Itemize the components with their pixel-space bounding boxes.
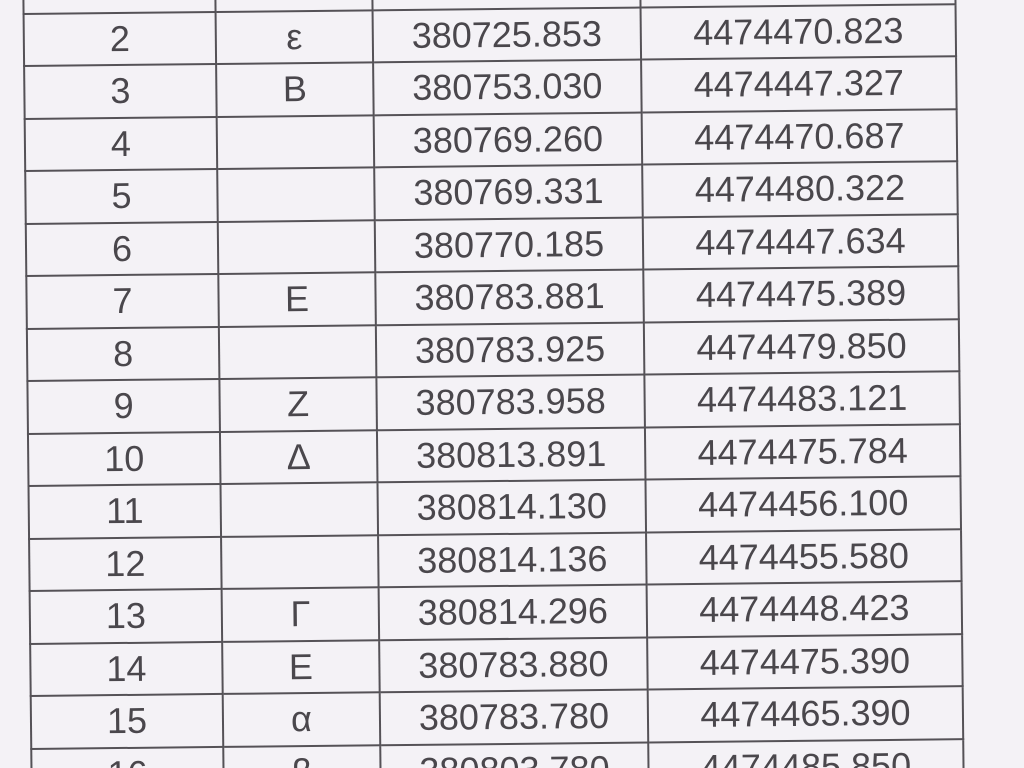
x-coordinate-cell: 380814.296 [378, 584, 648, 640]
point-number-cell: 3 [24, 63, 217, 119]
table-row: 13 Γ 380814.296 4474448.423 [29, 581, 963, 644]
y-coordinate-cell: 4474475.389 [643, 266, 959, 323]
y-coordinate-cell: 4474475.784 [644, 423, 961, 480]
x-coordinate-cell: 380769.331 [374, 164, 643, 220]
table-row: 15 α 380783.780 4474465.390 [30, 686, 964, 749]
point-label-cell [216, 114, 375, 169]
x-coordinate-cell: 380783.925 [375, 322, 645, 378]
point-label-cell: Z [219, 377, 377, 432]
point-label-cell: α [222, 692, 381, 747]
y-coordinate-cell: 4474447.327 [641, 56, 957, 113]
y-coordinate-cell: 4474485.850 [648, 738, 964, 768]
point-number-cell: 8 [26, 326, 220, 381]
y-coordinate-cell: 4474465.390 [647, 686, 964, 742]
point-label-cell [217, 167, 375, 222]
point-number-cell: 15 [30, 693, 224, 749]
point-number-cell: 12 [29, 536, 222, 591]
y-coordinate-cell: 4474455.580 [646, 528, 962, 585]
y-coordinate-cell: 4474456.100 [645, 476, 962, 532]
x-coordinate-cell: 380814.130 [377, 479, 647, 535]
table-row: 7 E 380783.881 4474475.389 [26, 266, 959, 329]
point-number-cell: 9 [27, 378, 220, 434]
table-row: 12 380814.136 4474455.580 [29, 528, 962, 591]
x-coordinate-cell: 380770.185 [374, 217, 644, 273]
point-label-cell [218, 324, 377, 379]
x-coordinate-cell: 380783.958 [376, 374, 645, 430]
table-row: 2 ε 380725.853 4474470.823 [23, 3, 957, 66]
y-coordinate-cell: 4474447.634 [642, 213, 959, 270]
point-number-cell: 14 [30, 641, 223, 696]
table-row: 3 B 380753.030 4474447.327 [24, 56, 957, 119]
y-coordinate-cell: 4474470.687 [641, 108, 958, 165]
point-number-cell: 10 [27, 431, 221, 486]
y-coordinate-cell: 4474475.390 [647, 633, 963, 690]
y-coordinate-cell: 4474448.423 [646, 581, 963, 637]
point-number-cell: 16 [31, 746, 224, 768]
point-label-cell: E [218, 272, 376, 327]
table-row: 6 380770.185 4474447.634 [25, 213, 959, 276]
point-label-cell [221, 534, 379, 589]
x-coordinate-cell: 380783.880 [379, 636, 648, 693]
table-row: 10 Δ 380813.891 4474475.784 [27, 423, 961, 486]
point-number-cell: 4 [24, 116, 218, 171]
point-number-cell: 6 [25, 221, 219, 276]
x-coordinate-cell: 380753.030 [373, 59, 642, 115]
table-row: 14 E 380783.880 4474475.390 [30, 633, 963, 696]
point-number-cell: 13 [29, 588, 223, 644]
x-coordinate-cell: 380813.891 [376, 427, 646, 483]
point-label-cell [217, 219, 376, 274]
x-coordinate-cell: 380814.136 [378, 531, 647, 588]
table-row: 5 380769.331 4474480.322 [25, 161, 958, 224]
point-label-cell: ε [215, 9, 374, 64]
point-label-cell: E [222, 639, 380, 694]
table-row: 9 Z 380783.958 4474483.121 [27, 371, 960, 434]
y-coordinate-cell: 4474479.850 [643, 318, 960, 375]
table-row: 4 380769.260 4474470.687 [24, 108, 958, 171]
point-label-cell: B [216, 62, 374, 117]
x-coordinate-cell: 380803.780 [380, 741, 649, 768]
y-coordinate-cell: 4474483.121 [644, 371, 960, 428]
x-coordinate-cell: 380725.853 [372, 7, 642, 63]
point-number-cell: 5 [25, 168, 218, 224]
y-coordinate-cell: 4474480.322 [642, 161, 958, 218]
point-label-cell: β [223, 744, 381, 768]
x-coordinate-cell: 380783.780 [379, 689, 649, 745]
x-coordinate-cell: 380783.881 [375, 269, 644, 325]
point-label-cell: Γ [221, 587, 380, 642]
point-label-cell: Δ [219, 429, 378, 484]
point-number-cell: 11 [28, 483, 222, 539]
table-row: 11 380814.130 4474456.100 [28, 476, 962, 539]
point-label-cell [220, 482, 379, 537]
table-row: 8 380783.925 4474479.850 [26, 318, 960, 381]
x-coordinate-cell: 380769.260 [373, 112, 643, 168]
point-number-cell: 7 [26, 273, 219, 329]
point-number-cell: 2 [23, 11, 217, 66]
coordinates-table: 2 ε 380725.853 4474470.823 3 B 380753.030 44744… [22, 0, 965, 768]
y-coordinate-cell: 4474470.823 [640, 3, 957, 60]
